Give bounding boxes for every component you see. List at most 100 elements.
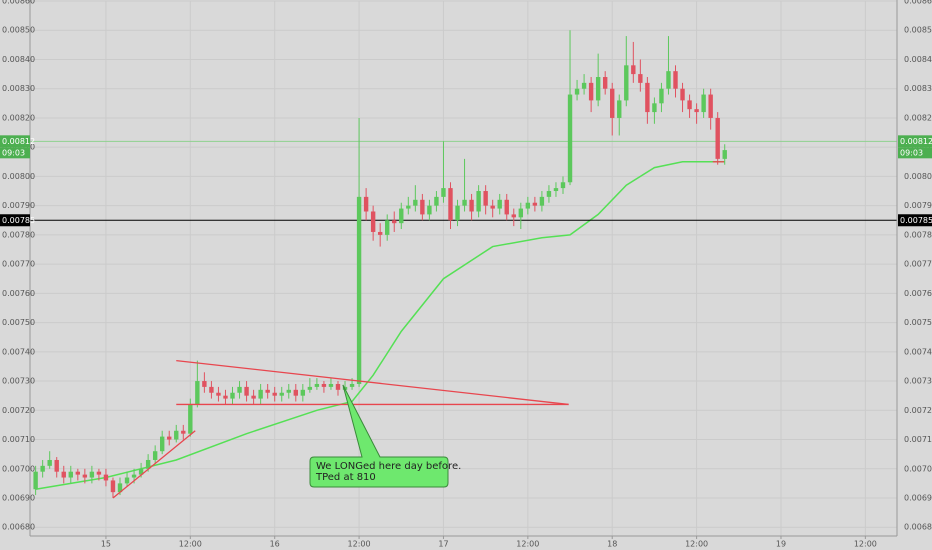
y-tick-label-right: 0.00700 [904, 464, 932, 473]
y-tick-label-right: 0.00740 [904, 347, 932, 356]
y-tick-label-right: 0.00730 [904, 377, 932, 386]
candle-body [581, 82, 587, 89]
candle-body [659, 88, 664, 104]
candle-body [455, 205, 460, 221]
y-tick-label: 0.00690 [2, 493, 35, 502]
candle-body [377, 231, 383, 235]
candle-body [694, 109, 699, 113]
trendline [176, 359, 569, 406]
candle-body [117, 483, 123, 493]
callout-text: We LONGed here day before. [316, 461, 461, 472]
x-tick-label: 15 [101, 540, 111, 549]
candle-body [624, 65, 629, 101]
candle-body [335, 383, 341, 390]
y-tick-label: 0.00820 [2, 113, 35, 122]
y-tick-label: 0.00850 [2, 26, 35, 35]
candle-body [546, 191, 552, 197]
x-tick-label: 12:00 [854, 540, 877, 549]
candle-body [490, 205, 495, 209]
y-tick-label: 0.00790 [2, 201, 35, 210]
candle-body [145, 459, 151, 469]
candle-body [595, 77, 601, 101]
price-label-box [0, 135, 30, 148]
price-time: 09:03 [2, 148, 25, 157]
y-tick-label: 0.00680 [2, 523, 35, 532]
y-tick-label-right: 0.00710 [904, 435, 932, 444]
candle-body [293, 389, 298, 396]
candle-body [673, 71, 678, 89]
candle-body [244, 386, 249, 396]
y-tick-label: 0.00760 [2, 289, 35, 298]
candle-body [174, 430, 179, 440]
y-tick-label-right: 0.00760 [904, 289, 932, 298]
y-tick-label: 0.00840 [2, 55, 35, 64]
candle-body [462, 199, 467, 206]
candle-body [188, 404, 193, 434]
candle-body [61, 471, 66, 478]
candle-body [427, 205, 432, 215]
candle-body [406, 205, 411, 209]
candle-body [469, 199, 474, 212]
candle-body [33, 471, 38, 490]
candles [33, 30, 727, 498]
price-label: 0.00812 [900, 137, 932, 146]
y-tick-label: 0.00710 [2, 435, 35, 444]
y-tick-label-right: 0.00860 [904, 0, 932, 6]
y-tick-label-right: 0.00720 [904, 406, 932, 415]
candle-body [223, 395, 228, 399]
candle-body [307, 386, 313, 390]
candle-body [286, 389, 291, 393]
y-tick-label-right: 0.00820 [904, 113, 932, 122]
drawings: We LONGed here day before.TPed at 810 [112, 161, 725, 499]
y-tick-label: 0.00740 [2, 347, 35, 356]
candle-body [167, 436, 172, 440]
x-tick-label: 19 [776, 540, 786, 549]
candle-body [265, 389, 270, 393]
candle-body [497, 199, 502, 209]
candle-body [666, 71, 671, 89]
price-time: 09:03 [900, 148, 923, 157]
y-tick-label-right: 0.00680 [904, 523, 932, 532]
candle-body [159, 436, 165, 452]
price-label-box [898, 135, 932, 148]
candle-body [476, 191, 481, 212]
price-label: 0.00785 [2, 216, 35, 225]
candle-body [525, 202, 531, 209]
candle-body [434, 196, 439, 206]
candle-body [504, 199, 509, 215]
candle-body [567, 94, 573, 183]
candle-body [131, 474, 137, 478]
candle-body [75, 471, 81, 475]
candle-body [202, 381, 207, 387]
y-tick-label: 0.00830 [2, 84, 35, 93]
candle-body [68, 471, 73, 478]
y-tick-label-right: 0.00750 [904, 318, 932, 327]
y-tick-label-right: 0.00830 [904, 84, 932, 93]
candle-body [413, 199, 418, 206]
candle-body [82, 474, 88, 478]
candle-body [687, 100, 692, 110]
candle-body [96, 471, 102, 475]
y-tick-label-right: 0.00790 [904, 201, 932, 210]
callout-text: TPed at 810 [315, 472, 376, 483]
candle-body [722, 150, 727, 159]
candle-body [230, 392, 235, 399]
candle-body [617, 100, 622, 118]
x-tick-label: 12:00 [348, 540, 371, 549]
candle-body [652, 103, 657, 113]
y-tick-label-right: 0.00850 [904, 26, 932, 35]
candle-body [103, 474, 109, 481]
y-tick-label: 0.00800 [2, 172, 35, 181]
candle-body [553, 188, 559, 192]
y-tick-label: 0.00780 [2, 230, 35, 239]
candle-body [385, 220, 390, 235]
candle-body [349, 383, 355, 387]
candle-body [518, 208, 524, 218]
y-tick-label: 0.00770 [2, 260, 35, 269]
x-tick-label: 12:00 [516, 540, 539, 549]
y-tick-label-right: 0.00690 [904, 493, 932, 502]
candle-body [216, 392, 221, 396]
candle-body [680, 88, 685, 101]
